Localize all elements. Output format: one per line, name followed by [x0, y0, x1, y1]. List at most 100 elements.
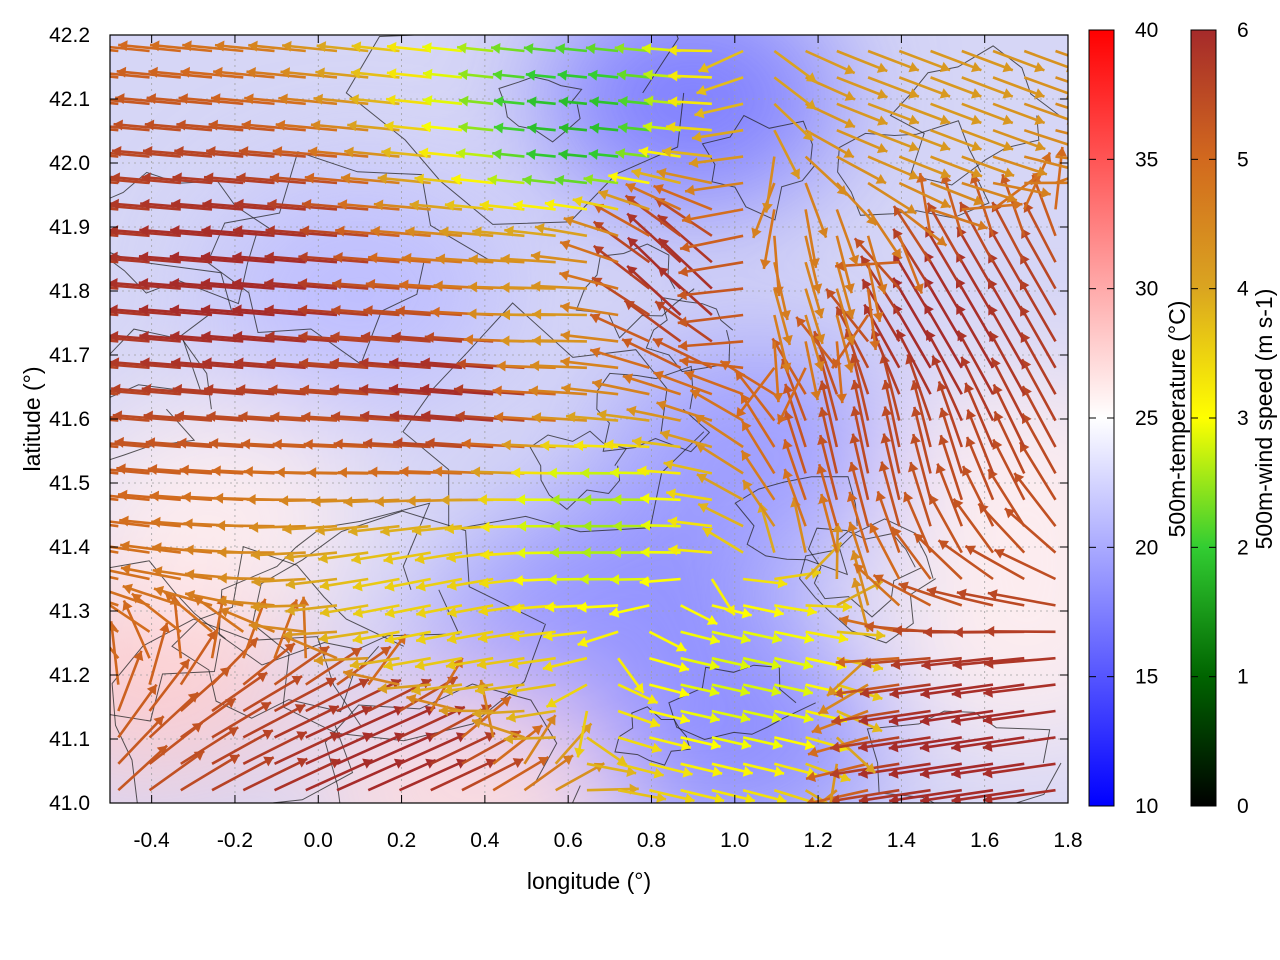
wind-arrow — [337, 199, 400, 211]
y-axis-ticks: 41.0 41.1 41.2 41.3 41.4 41.5 41.6 41.7 41.8 41.9… — [49, 24, 1068, 815]
wind-arrow — [677, 313, 744, 328]
wind-arrow — [110, 75, 119, 79]
wind-arrow — [110, 312, 119, 317]
wind-arrow — [350, 67, 400, 79]
wind-arrow — [503, 733, 556, 745]
wind-arrow — [875, 490, 901, 554]
wind-arrow — [250, 601, 306, 613]
wind-arrow — [208, 119, 275, 132]
wind-arrow — [668, 544, 712, 556]
terrain-contours — [110, 35, 1062, 803]
wind-arrow — [774, 683, 814, 697]
wind-arrow — [399, 279, 463, 291]
wind-arrow — [315, 524, 369, 536]
wind-arrow — [174, 410, 244, 422]
wind-arrow — [577, 601, 619, 613]
wind-arrow — [640, 493, 681, 505]
x-tick-label: 1.4 — [887, 829, 917, 852]
wind-arrow — [298, 596, 310, 659]
wind-arrow — [762, 156, 776, 213]
wind-arrow — [318, 551, 369, 564]
wind-arrow — [563, 215, 619, 238]
wind-arrow — [701, 526, 744, 554]
wind-arrow — [203, 384, 275, 396]
wind-arrow — [558, 122, 588, 134]
wind-arrow — [836, 102, 888, 126]
wind-arrow — [438, 705, 494, 717]
wind-arrow — [249, 521, 306, 533]
wind-arrow — [526, 96, 556, 108]
wind-arrow — [1055, 76, 1068, 83]
wind-arrow — [349, 656, 400, 670]
wind-arrow — [586, 762, 637, 777]
wind-arrow — [617, 683, 659, 705]
wind-arrow — [451, 174, 494, 185]
wind-arrow — [930, 181, 985, 206]
wind-arrow — [422, 42, 463, 54]
wind-arrow — [241, 119, 306, 132]
wind-arrow — [835, 208, 860, 266]
wind-arrow — [910, 433, 932, 501]
wind-arrow — [741, 420, 776, 475]
wind-arrow — [265, 330, 338, 343]
wind-arrow — [710, 578, 736, 616]
wind-arrow — [649, 736, 692, 751]
wind-arrow — [961, 181, 1018, 203]
wind-arrow — [867, 49, 920, 73]
wind-colorbar-tick-label: 0 — [1237, 795, 1249, 818]
wind-arrow — [421, 410, 494, 422]
wind-arrow — [926, 586, 994, 607]
wind-arrow — [961, 102, 1014, 125]
wind-arrow — [238, 146, 306, 158]
wind-arrow — [961, 199, 1023, 211]
wind-arrow — [146, 93, 213, 106]
wind-arrow — [804, 129, 855, 159]
wind-arrow — [850, 379, 870, 448]
wind-arrow — [572, 196, 619, 211]
wind-arrow — [680, 762, 723, 777]
wind-arrow — [472, 226, 525, 238]
wind-arrow — [982, 709, 1056, 726]
contour-line — [529, 430, 628, 510]
wind-arrow — [418, 147, 463, 159]
wind-arrow — [248, 40, 306, 53]
wind-arrow — [110, 98, 150, 106]
wind-colorbar-ticks: 0 1 2 3 4 5 6 — [1191, 19, 1249, 818]
wind-arrow — [653, 184, 713, 211]
wind-arrow — [1013, 472, 1057, 527]
contour-line — [807, 527, 923, 618]
wind-arrow — [244, 93, 306, 106]
wind-arrow — [836, 629, 886, 641]
wind-arrow — [866, 288, 881, 351]
wind-arrow — [176, 119, 244, 132]
wind-arrow — [774, 736, 815, 751]
wind-arrow — [217, 572, 275, 584]
wind-arrow — [110, 415, 150, 422]
wind-arrow — [430, 758, 497, 792]
wind-arrow — [691, 128, 744, 143]
wind-arrow — [305, 646, 363, 686]
wind-arrow — [742, 630, 783, 644]
wind-arrow — [836, 155, 887, 185]
wind-arrow — [898, 49, 951, 73]
wind-arrow — [869, 522, 901, 580]
wind-arrow — [830, 788, 900, 803]
wind-arrow — [836, 129, 888, 154]
wind-arrow — [589, 313, 650, 343]
wind-arrow — [275, 119, 338, 132]
wind-arrow — [242, 730, 308, 765]
wind-arrow — [305, 678, 370, 713]
wind-arrow — [866, 261, 884, 323]
wind-arrow — [147, 463, 213, 475]
wind-arrow — [992, 102, 1046, 125]
wind-arrow — [285, 577, 338, 590]
wind-arrow — [110, 128, 119, 132]
wind-arrow — [490, 42, 525, 54]
x-axis-ticks: -0.4 -0.2 0.0 0.2 0.4 0.6 0.8 1.0 1.2 1.4 1.6 1.8 — [134, 35, 1083, 852]
wind-arrow — [597, 189, 650, 211]
wind-arrow — [395, 305, 463, 317]
temperature-colorbar-tick-label: 35 — [1135, 148, 1158, 171]
wind-arrow — [273, 677, 337, 713]
wind-arrow — [835, 235, 855, 294]
wind-arrow — [711, 656, 751, 671]
